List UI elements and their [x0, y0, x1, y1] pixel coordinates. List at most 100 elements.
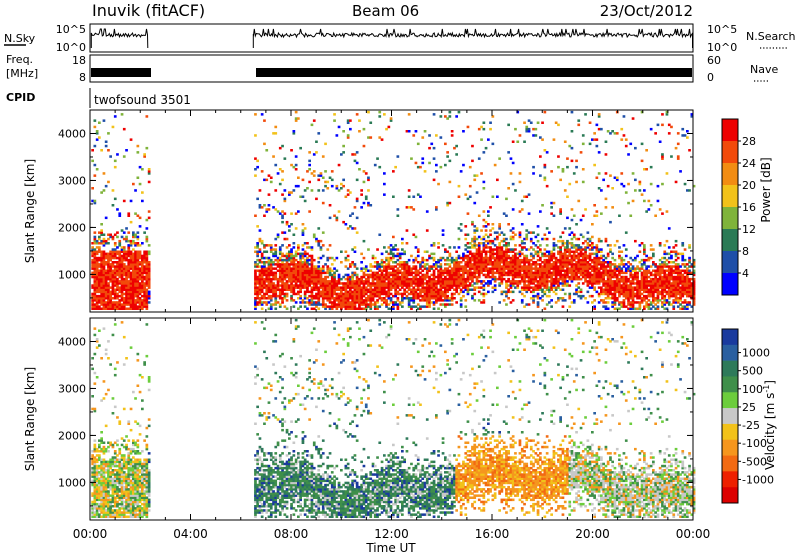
power-cell — [421, 157, 425, 160]
power-cell — [554, 301, 558, 304]
power-cell — [360, 307, 363, 310]
power-cell — [303, 277, 307, 281]
power-cell — [636, 301, 639, 304]
power-cell — [665, 172, 669, 175]
power-cell — [290, 284, 293, 287]
power-cell — [278, 297, 282, 300]
power-cell — [507, 297, 510, 300]
power-cell — [141, 256, 144, 260]
power-cell — [423, 265, 427, 268]
power-cell — [337, 303, 341, 306]
power-cell — [310, 263, 314, 266]
power-cell — [403, 252, 406, 256]
power-cell — [127, 297, 131, 300]
power-cell — [93, 280, 97, 283]
power-cell — [441, 282, 445, 285]
power-cell — [308, 180, 311, 184]
power-cell — [278, 265, 282, 268]
power-cell — [378, 280, 382, 283]
power-cell — [595, 258, 599, 262]
power-cell — [283, 284, 287, 287]
power-cell — [493, 288, 497, 291]
power-cell — [577, 263, 581, 266]
power-cell — [649, 303, 653, 306]
power-cell — [278, 303, 282, 306]
power-cell — [337, 273, 341, 277]
power-cell — [475, 248, 479, 251]
power-cell — [256, 244, 259, 247]
power-cell — [414, 271, 418, 275]
power-cell — [360, 297, 363, 300]
power-cell — [416, 280, 420, 283]
power-cell — [95, 168, 99, 171]
power-cell — [491, 115, 495, 118]
power-cell — [634, 189, 637, 192]
power-cell — [93, 292, 97, 296]
power-cell — [464, 193, 468, 196]
power-cell — [145, 265, 149, 268]
power-cell — [543, 275, 547, 279]
power-cell — [525, 269, 529, 272]
power-cell — [550, 286, 553, 289]
power-cell — [129, 267, 133, 270]
power-cell — [337, 294, 341, 298]
power-cell — [572, 252, 576, 256]
power-cell — [330, 170, 334, 173]
power-cell — [484, 225, 488, 228]
power-cell — [143, 261, 146, 264]
power-cell — [353, 303, 357, 306]
power-cell — [448, 263, 452, 266]
power-cell — [301, 301, 305, 304]
power-cell — [491, 269, 495, 272]
power-cell — [407, 130, 411, 133]
power-cell — [518, 273, 522, 277]
power-cell — [340, 250, 343, 253]
power-cell — [360, 288, 363, 291]
power-cell — [477, 273, 481, 277]
power-cell — [489, 275, 492, 279]
power-cell — [450, 280, 454, 283]
power-cell — [550, 265, 553, 268]
power-cell — [647, 269, 651, 272]
power-cell — [319, 282, 323, 285]
power-cell — [389, 292, 393, 296]
power-cell — [122, 263, 126, 266]
power-cell — [297, 269, 300, 272]
power-cell — [294, 263, 298, 266]
power-cell — [269, 248, 273, 251]
power-cell — [129, 294, 133, 298]
power-cell — [358, 290, 361, 294]
power-cell — [425, 269, 429, 272]
power-cell — [661, 280, 664, 283]
power-cell — [111, 263, 115, 266]
power-cell — [297, 176, 300, 179]
power-cell — [604, 206, 608, 209]
power-cell — [586, 271, 590, 275]
power-cell — [256, 254, 259, 258]
power-cell — [324, 286, 327, 289]
power-cell — [256, 280, 259, 283]
power-cell — [145, 263, 149, 266]
power-cell — [466, 275, 470, 279]
power-cell — [324, 282, 327, 285]
power-cell — [584, 275, 587, 279]
power-cell — [507, 187, 510, 190]
power-cell — [132, 277, 135, 281]
power-cell — [640, 301, 644, 304]
power-cell — [396, 307, 400, 310]
power-cell — [480, 172, 483, 175]
power-cell — [401, 252, 404, 256]
power-cell — [380, 261, 384, 264]
power-cell — [600, 292, 603, 296]
power-cell — [661, 284, 664, 287]
power-cell — [611, 292, 614, 296]
power-cell — [310, 189, 314, 192]
power-cell — [324, 288, 327, 291]
power-cell — [267, 280, 271, 283]
power-cell — [613, 286, 617, 289]
power-cell — [394, 269, 397, 272]
power-cell — [315, 282, 318, 285]
power-cell — [100, 284, 103, 287]
power-cell — [618, 269, 621, 272]
power-cell — [611, 206, 614, 209]
